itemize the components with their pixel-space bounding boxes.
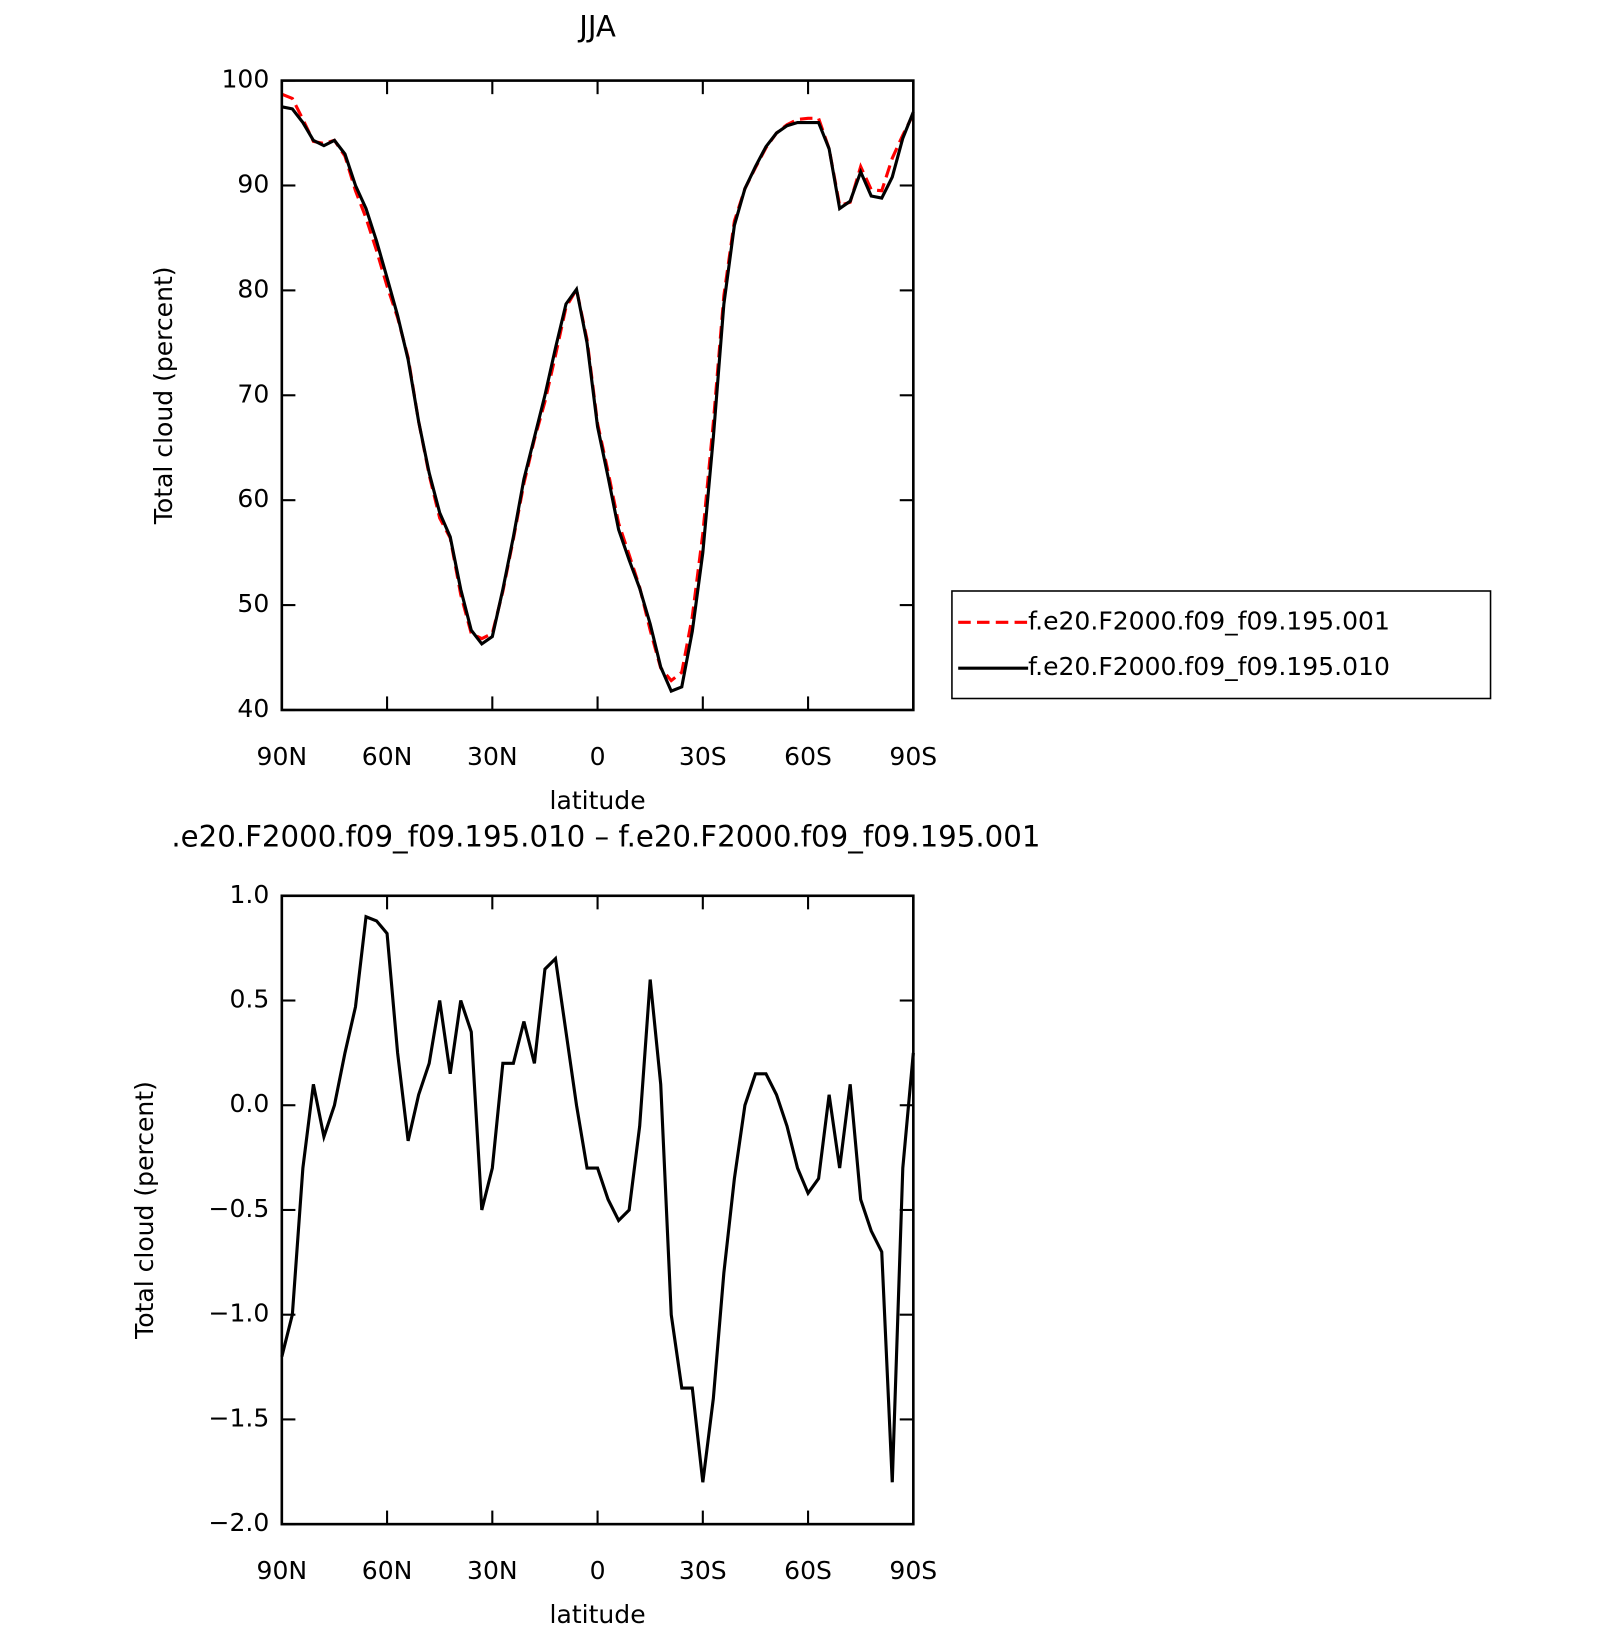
x-tick-label: 60S xyxy=(784,742,832,771)
data-line xyxy=(281,92,915,683)
y-tick-label: 60 xyxy=(237,484,269,513)
x-tick-label: 30N xyxy=(467,1556,518,1585)
y-tick-label: −1.5 xyxy=(208,1403,269,1432)
y-axis-label: Total cloud (percent) xyxy=(130,1081,159,1340)
data-line xyxy=(281,105,915,694)
y-tick-label: 80 xyxy=(237,274,269,303)
plot-frame xyxy=(280,79,915,712)
x-tick-label: 0 xyxy=(590,1556,606,1585)
y-tick-label: 0.0 xyxy=(229,1089,269,1118)
x-tick-label: 90S xyxy=(889,742,937,771)
y-tick-label: 70 xyxy=(237,379,269,408)
x-tick-label: 60S xyxy=(784,1556,832,1585)
x-axis-label: latitude xyxy=(550,786,646,815)
x-tick-label: 90N xyxy=(257,742,308,771)
y-tick-label: 90 xyxy=(237,169,269,198)
x-tick-label: 90N xyxy=(257,1556,308,1585)
y-tick-label: 40 xyxy=(237,694,269,723)
y-tick-label: 100 xyxy=(221,65,269,94)
legend-box xyxy=(951,590,1492,700)
data-line xyxy=(280,914,915,1483)
y-tick-label: 1.0 xyxy=(229,880,269,909)
x-tick-label: 30N xyxy=(467,742,518,771)
x-tick-label: 0 xyxy=(590,742,606,771)
chart-title: JJA xyxy=(577,9,616,43)
legend-label: f.e20.F2000.f09_f09.195.001 xyxy=(1028,606,1390,635)
x-tick-label: 30S xyxy=(679,742,727,771)
y-tick-label: 0.5 xyxy=(229,985,269,1014)
y-tick-label: −1.0 xyxy=(208,1299,269,1328)
plot-frame xyxy=(280,894,915,1526)
y-tick-label: −0.5 xyxy=(208,1194,269,1223)
x-tick-label: 30S xyxy=(679,1556,727,1585)
y-tick-label: 50 xyxy=(237,589,269,618)
y-tick-label: −2.0 xyxy=(208,1508,269,1537)
x-axis-label: latitude xyxy=(550,1600,646,1629)
x-tick-label: 60N xyxy=(362,742,413,771)
y-axis-label: Total cloud (percent) xyxy=(149,266,178,525)
chart-title: .e20.F2000.f09_f09.195.010 – f.e20.F2000… xyxy=(171,819,1040,853)
x-tick-label: 90S xyxy=(889,1556,937,1585)
legend-label: f.e20.F2000.f09_f09.195.010 xyxy=(1028,652,1390,681)
x-tick-label: 60N xyxy=(362,1556,413,1585)
